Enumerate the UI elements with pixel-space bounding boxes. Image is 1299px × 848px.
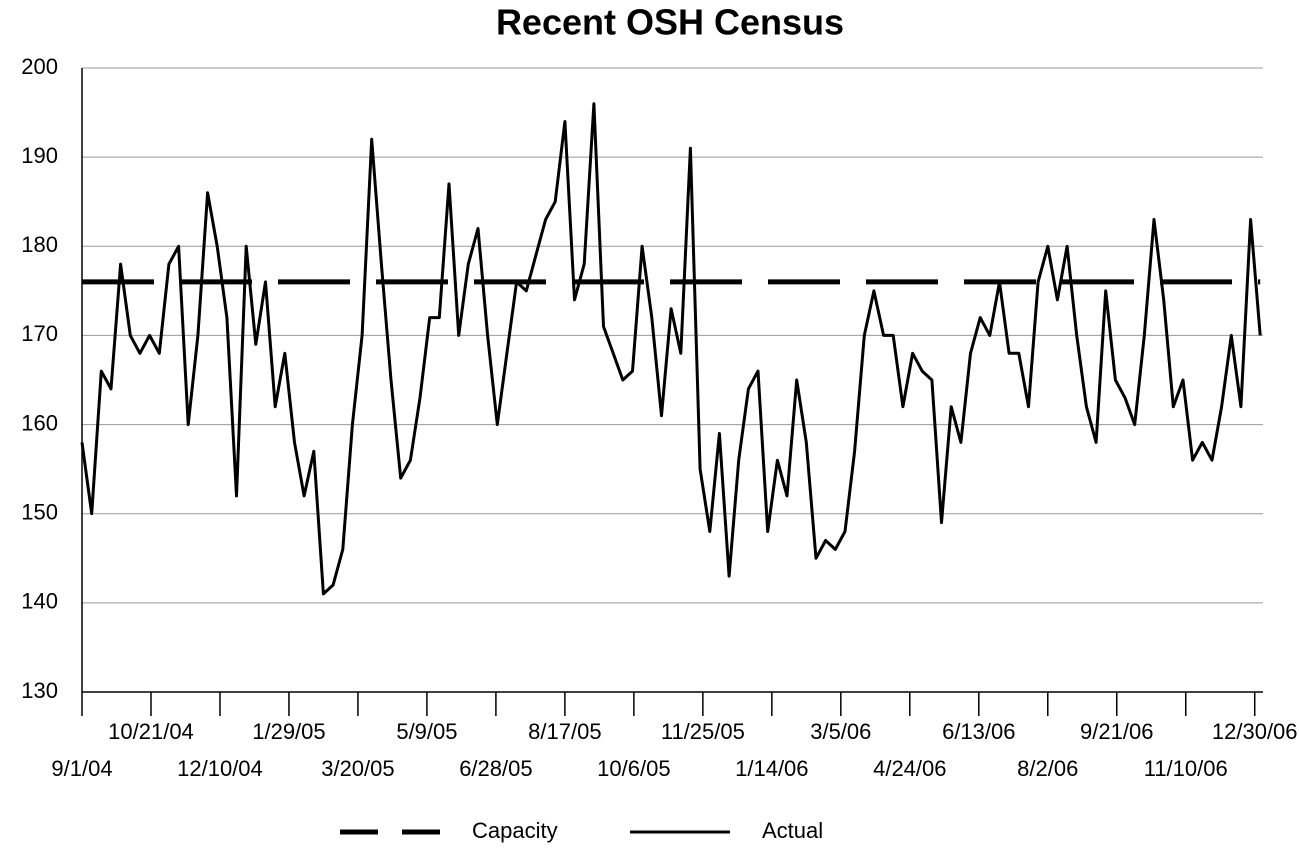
x-tick-label: 10/6/05 [597, 756, 670, 781]
x-tick-label: 9/1/04 [51, 756, 112, 781]
x-tick-label: 1/29/05 [252, 719, 325, 744]
x-tick-label: 3/20/05 [321, 756, 394, 781]
legend-label: Actual [762, 818, 823, 843]
x-tick-label: 12/10/04 [177, 756, 263, 781]
x-tick-label: 10/21/04 [108, 719, 194, 744]
y-tick-label: 130 [21, 678, 58, 703]
x-tick-label: 3/5/06 [810, 719, 871, 744]
y-tick-label: 180 [21, 232, 58, 257]
x-tick-label: 5/9/05 [396, 719, 457, 744]
x-tick-label: 1/14/06 [735, 756, 808, 781]
x-tick-label: 8/17/05 [528, 719, 601, 744]
y-tick-label: 190 [21, 143, 58, 168]
x-tick-label: 6/28/05 [459, 756, 532, 781]
legend-label: Capacity [472, 818, 558, 843]
x-tick-label: 12/30/06 [1212, 719, 1298, 744]
y-tick-label: 170 [21, 321, 58, 346]
x-tick-label: 9/21/06 [1080, 719, 1153, 744]
y-tick-label: 200 [21, 54, 58, 79]
x-tick-label: 11/25/05 [661, 719, 745, 744]
y-tick-label: 140 [21, 589, 58, 614]
x-tick-label: 8/2/06 [1017, 756, 1078, 781]
y-tick-label: 160 [21, 410, 58, 435]
series-line [80, 102, 1262, 596]
y-tick-label: 150 [21, 500, 58, 525]
x-tick-label: 4/24/06 [873, 756, 946, 781]
chart-title: Recent OSH Census [496, 2, 844, 43]
x-tick-label: 11/10/06 [1144, 756, 1228, 781]
x-tick-label: 6/13/06 [942, 719, 1015, 744]
